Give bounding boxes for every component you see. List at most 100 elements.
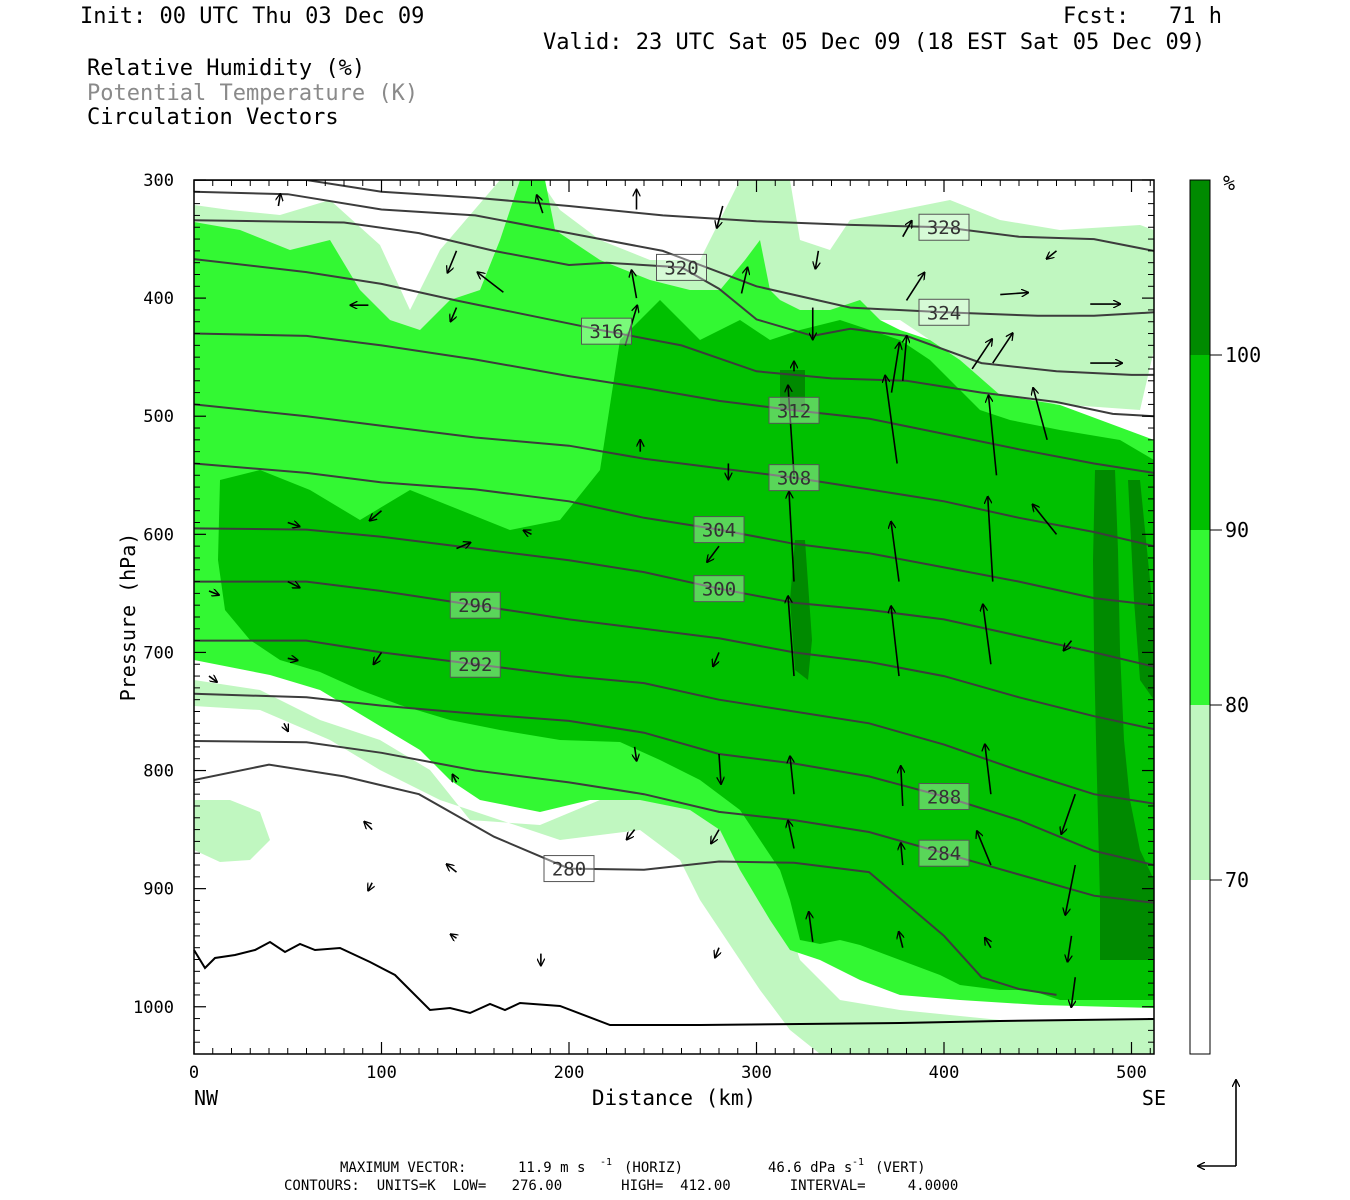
footer-vert-exp: -1 bbox=[852, 1157, 864, 1168]
y-tick-label: 900 bbox=[143, 880, 174, 900]
footer-vert-unit: (VERT) bbox=[875, 1160, 926, 1176]
contour-label-320: 320 bbox=[656, 253, 707, 281]
contour-label-324: 324 bbox=[918, 298, 970, 326]
rh-100-region bbox=[1093, 470, 1154, 960]
contour-label-280: 280 bbox=[543, 855, 595, 883]
vector-arrow bbox=[901, 336, 907, 381]
vector-arrow bbox=[977, 831, 992, 866]
vector-arrow bbox=[905, 272, 925, 301]
theta-contour-288 bbox=[194, 692, 1154, 866]
theta-contours bbox=[194, 180, 1154, 996]
terrain-surface bbox=[193, 940, 1155, 1026]
vector-arrow bbox=[789, 492, 795, 582]
theta-contour-284 bbox=[194, 740, 1154, 904]
svg-text:288: 288 bbox=[927, 787, 961, 809]
y-tick-label: 500 bbox=[143, 407, 174, 427]
vector-arrow bbox=[1071, 977, 1075, 1007]
y-tick-label: 800 bbox=[143, 762, 174, 782]
legend-vectors: Circulation Vectors bbox=[87, 105, 339, 130]
theta-contour-292 bbox=[194, 639, 1154, 805]
vector-arrow bbox=[891, 606, 900, 677]
contour-label-316: 316 bbox=[581, 317, 632, 345]
vector-arrow bbox=[1033, 504, 1058, 535]
vector-arrow bbox=[719, 753, 721, 784]
svg-text:324: 324 bbox=[927, 302, 961, 324]
vector-arrow bbox=[989, 395, 998, 476]
vector-arrow bbox=[374, 651, 383, 664]
colorbar-label-90: 90 bbox=[1225, 518, 1249, 542]
vector-arrow bbox=[627, 829, 636, 840]
legend-theta: Potential Temperature (K) bbox=[87, 81, 419, 106]
vector-arrow bbox=[287, 523, 300, 527]
theta-contour-312 bbox=[194, 332, 1154, 474]
vector-arrow bbox=[713, 652, 720, 666]
x-axis-title: Distance (km) bbox=[592, 1086, 756, 1110]
vector-arrow bbox=[448, 250, 458, 273]
colorbar-unit: % bbox=[1223, 171, 1235, 195]
vector-arrow bbox=[1064, 640, 1073, 651]
vector-arrow bbox=[1000, 293, 1028, 295]
vector-arrow bbox=[364, 822, 373, 831]
svg-text:284: 284 bbox=[927, 843, 961, 865]
svg-text:320: 320 bbox=[664, 257, 698, 279]
svg-text:292: 292 bbox=[458, 654, 492, 676]
rh-100-patch-a bbox=[780, 370, 805, 410]
x-tick-label: 400 bbox=[929, 1063, 960, 1083]
vector-arrow bbox=[707, 545, 720, 562]
x-end-left: NW bbox=[194, 1086, 219, 1110]
valid-time: Valid: 23 UTC Sat 05 Dec 09 (18 EST Sat … bbox=[543, 30, 1206, 55]
svg-text:316: 316 bbox=[589, 321, 623, 343]
vector-arrow bbox=[1068, 935, 1072, 962]
rh-100-strip bbox=[1128, 480, 1154, 700]
contour-label-312: 312 bbox=[768, 396, 820, 424]
x-end-right: SE bbox=[1142, 1086, 1166, 1110]
colorbar-label-80: 80 bbox=[1225, 693, 1249, 717]
colorbar-100 bbox=[1190, 180, 1210, 355]
vector-arrow bbox=[1061, 793, 1077, 834]
circulation-vectors bbox=[208, 190, 1122, 1008]
vector-arrow bbox=[890, 343, 900, 393]
theta-contour-324 bbox=[194, 190, 1154, 317]
vector-arrow bbox=[788, 820, 795, 849]
contour-labels: 328 324 320 316 312 308 304 300 296 292 288 284 280 bbox=[449, 213, 970, 883]
svg-text:304: 304 bbox=[702, 520, 736, 542]
footer-max-vector-vert: 46.6 dPa s bbox=[768, 1160, 852, 1176]
vector-arrow bbox=[284, 722, 288, 731]
contour-label-288: 288 bbox=[918, 783, 970, 811]
theta-contour-280 bbox=[194, 763, 1057, 996]
vector-arrow bbox=[717, 205, 724, 228]
x-tick-label: 100 bbox=[366, 1063, 397, 1083]
contour-label-308: 308 bbox=[768, 464, 820, 492]
theta-contour-328 bbox=[194, 180, 1154, 252]
vector-arrow bbox=[815, 250, 818, 269]
colorbar-label-100: 100 bbox=[1225, 343, 1261, 367]
footer-horiz-unit: (HORIZ) bbox=[624, 1160, 683, 1176]
footer-max-vector-label: MAXIMUM VECTOR: bbox=[340, 1160, 466, 1176]
theta-contour-308 bbox=[194, 403, 1154, 548]
x-tick-label: 200 bbox=[554, 1063, 585, 1083]
vector-arrow bbox=[1033, 388, 1048, 441]
vector-arrow bbox=[715, 947, 719, 958]
contour-label-284: 284 bbox=[918, 839, 970, 867]
vector-arrow bbox=[971, 339, 992, 370]
x-tick-label: 0 bbox=[189, 1063, 199, 1083]
y-tick-label: 700 bbox=[143, 643, 174, 663]
theta-contour-296 bbox=[194, 580, 1154, 731]
vector-arrow bbox=[1065, 864, 1077, 915]
vector-arrow bbox=[901, 766, 903, 807]
colorbar: % 100 90 80 70 bbox=[1189, 171, 1261, 1055]
vector-arrow bbox=[278, 194, 280, 207]
y-tick-label: 1000 bbox=[133, 998, 174, 1018]
theta-contour-316 bbox=[194, 258, 1154, 418]
vector-arrow bbox=[788, 596, 795, 677]
legend-rh: Relative Humidity (%) bbox=[87, 56, 366, 81]
vector-arrow bbox=[453, 774, 457, 783]
rh-70-80-patch bbox=[194, 800, 270, 862]
rh-shading bbox=[194, 180, 1154, 1054]
vector-arrow bbox=[983, 604, 992, 665]
vector-arrow bbox=[790, 756, 795, 795]
vector-arrow bbox=[524, 530, 532, 534]
vector-arrow bbox=[985, 938, 991, 949]
axes: 0 100 200 300 400 500 300 400 500 600 700 800 900 100… bbox=[133, 171, 1154, 1083]
vector-arrow bbox=[711, 829, 720, 844]
